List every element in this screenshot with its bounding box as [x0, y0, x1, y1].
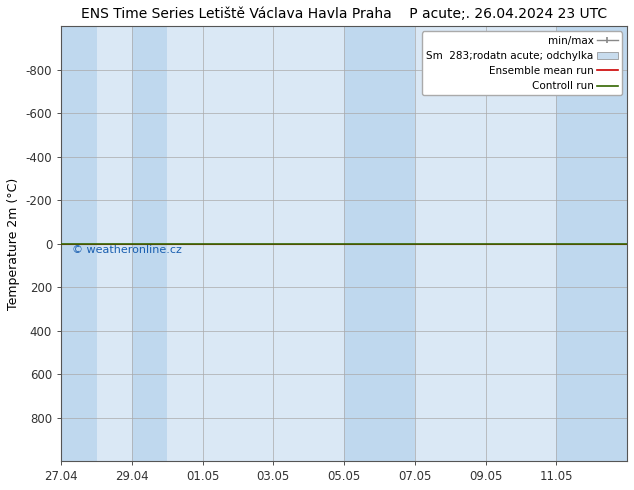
- Title: ENS Time Series Letiště Václava Havla Praha    P acute;. 26.04.2024 23 UTC: ENS Time Series Letiště Václava Havla Pr…: [81, 7, 607, 21]
- Bar: [61, 26, 96, 461]
- Bar: [344, 26, 415, 461]
- Y-axis label: Temperature 2m (°C): Temperature 2m (°C): [7, 177, 20, 310]
- Bar: [556, 26, 627, 461]
- Text: © weatheronline.cz: © weatheronline.cz: [72, 245, 183, 255]
- Legend: min/max, Sm  283;rodatn acute; odchylka, Ensemble mean run, Controll run: min/max, Sm 283;rodatn acute; odchylka, …: [422, 31, 622, 96]
- Bar: [132, 26, 167, 461]
